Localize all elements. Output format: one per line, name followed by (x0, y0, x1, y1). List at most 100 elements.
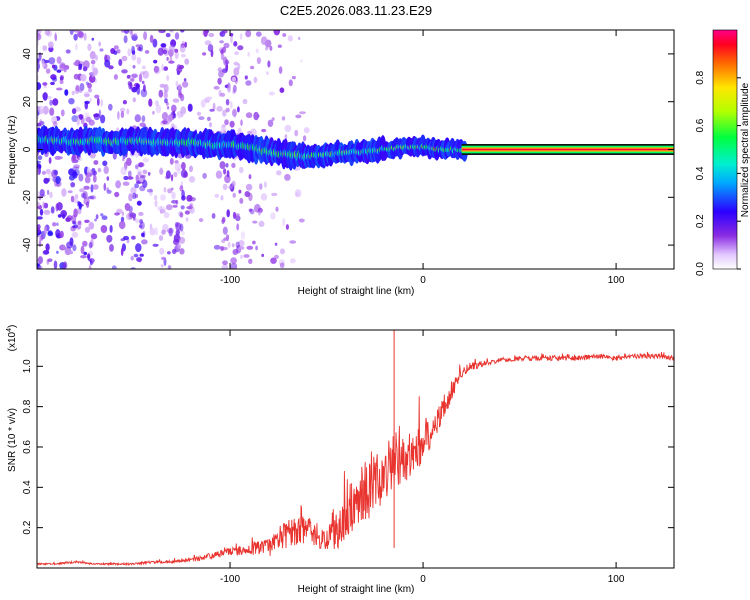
spectrogram-speckle (247, 51, 250, 57)
spectrogram-speckle (40, 234, 44, 241)
spectrogram-speckle (52, 222, 57, 227)
spectrogram-speckle (279, 262, 285, 269)
spectrogram-speckle (175, 229, 180, 236)
snr-y-ticks: 0.2 0.4 0.6 0.8 1.0 (22, 359, 674, 535)
spectrogram-speckle (226, 170, 230, 178)
colorbar-tick-label: 0.2 (695, 214, 706, 228)
spectrogram-speckle (37, 69, 40, 73)
spectrogram-speckle (46, 189, 50, 195)
spectrogram-speckle (255, 48, 259, 54)
spectrogram-speckle (135, 44, 141, 48)
spectrogram-speckle (152, 38, 158, 48)
spectrogram-speckle (70, 195, 75, 203)
spectrogram-speckle (73, 224, 78, 229)
spectrogram-speckle (249, 208, 255, 215)
spectrogram-speckle (302, 135, 307, 142)
spectrogram-speckle (287, 35, 293, 42)
spectrogram-speckle (177, 83, 182, 91)
spectrogram-speckle (222, 260, 228, 266)
spectrogram-speckle (219, 30, 226, 37)
spectrogram-speckle (127, 170, 132, 178)
spectrogram-speckle (184, 210, 190, 215)
spectrogram-speckle (285, 224, 289, 230)
spectrogram-speckle (155, 104, 162, 114)
x-tick-label: 0 (420, 275, 426, 286)
spectrogram-speckle (159, 83, 166, 88)
spectrogram-speckle (95, 214, 99, 220)
spectrogram-speckle (49, 99, 53, 106)
spectrogram-speckle (133, 32, 138, 37)
spectrogram-speckle (59, 244, 66, 251)
spectrogram-speckle (248, 258, 253, 264)
spectrogram-speckle (158, 30, 166, 34)
spectrogram-speckle (141, 80, 145, 85)
spectrogram-speckle (106, 234, 113, 243)
spectrogram-speckle (88, 264, 92, 269)
spectrogram-speckle (39, 119, 43, 127)
spectrogram-x-ticks: -100 0 100 (220, 30, 625, 286)
spectrogram-speckle (165, 32, 171, 38)
x-tick-label: 100 (608, 574, 625, 585)
spectrogram-speckle (42, 250, 49, 256)
spectrogram-speckle (219, 161, 226, 170)
spectrogram-speckle (171, 199, 178, 204)
spectrogram-speckle (266, 71, 269, 75)
spectrogram-speckle (232, 192, 236, 198)
spectrogram-speckle (237, 106, 240, 113)
spectrogram-speckle (69, 174, 75, 181)
spectrogram-speckle (37, 256, 44, 265)
spectrogram-speckle (200, 99, 206, 108)
spectrogram-speckle (100, 213, 104, 217)
spectrogram-speckle (248, 174, 252, 180)
spectrogram-speckle (56, 202, 63, 211)
spectrogram-speckle (129, 212, 136, 218)
spectrogram-speckle (221, 216, 226, 223)
spectrogram-speckle (242, 98, 248, 105)
snr-x-ticks: -100 0 100 (220, 330, 625, 585)
spectrogram-speckle (228, 185, 233, 190)
spectrogram-speckle (56, 56, 62, 64)
spectrogram-speckle (229, 120, 235, 128)
spectrogram-speckle (168, 60, 175, 64)
spectrogram-speckle (120, 110, 125, 119)
spectrogram-speckle (78, 63, 83, 69)
spectrogram-speckle (71, 108, 77, 115)
spectrogram-speckle (123, 235, 129, 241)
spectrogram-speckle (252, 240, 256, 245)
spectrogram-speckle (56, 222, 59, 226)
spectrogram-speckle (157, 30, 164, 34)
spectrogram-speckle (138, 73, 143, 83)
spectrogram-speckle (222, 226, 228, 235)
spectrogram-speckle (52, 77, 58, 82)
spectrogram-speckle (120, 247, 124, 256)
spectrogram-speckle (234, 213, 240, 217)
spectrogram-speckle (180, 169, 188, 178)
spectrogram-speckle (226, 209, 230, 218)
spectrogram-speckle (87, 82, 92, 89)
spectrogram-speckle (225, 59, 229, 65)
spectrogram-speckle (137, 162, 145, 168)
spectrogram-y-label: Frequency (Hz) (7, 116, 18, 185)
spectrogram-speckle (157, 206, 161, 211)
spectrogram-speckle (183, 78, 187, 82)
spectrogram-speckle (86, 167, 91, 176)
spectrogram-speckle (45, 68, 51, 74)
spectrogram-speckle (123, 35, 128, 44)
spectrogram-speckle (174, 48, 179, 53)
spectrogram-speckle (127, 48, 131, 57)
spectrogram-speckle (278, 259, 285, 266)
y-tick-label: 40 (22, 48, 33, 60)
spectrogram-speckle (225, 163, 229, 168)
spectrogram-speckle (138, 258, 142, 263)
spectrogram-speckle (274, 254, 279, 259)
colorbar-tick-label: 0.0 (695, 262, 706, 276)
spectrogram-speckle (94, 94, 100, 99)
spectrogram-speckle (178, 92, 183, 99)
spectrogram-speckle (141, 115, 146, 123)
spectrogram-speckle (53, 260, 58, 269)
x-tick-label: 100 (608, 275, 625, 286)
spectrogram-speckle (48, 41, 54, 49)
spectrogram-speckle (140, 71, 146, 75)
snr-x-label: Height of straight line (km) (298, 584, 415, 595)
spectrogram-speckle (42, 201, 45, 209)
